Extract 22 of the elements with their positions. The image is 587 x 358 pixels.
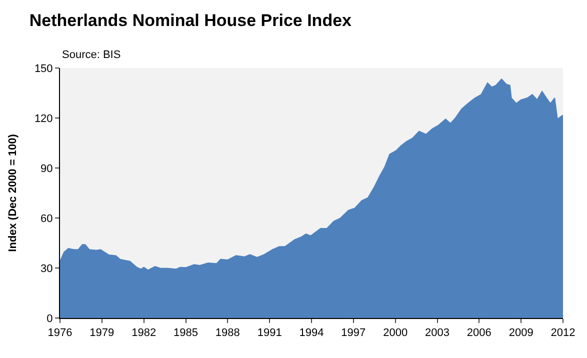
x-tick-label: 2012 [550, 327, 576, 340]
y-tick-label: 60 [40, 212, 53, 225]
x-tick-label: 1982 [132, 327, 156, 340]
x-tick-label: 1994 [299, 327, 324, 340]
x-tick-label: 1985 [174, 327, 198, 340]
y-tick-label: 150 [34, 62, 53, 75]
x-tick-label: 1991 [257, 327, 282, 340]
y-tick-label: 0 [46, 312, 53, 325]
x-tick-label: 1988 [215, 327, 240, 340]
y-tick-label: 120 [34, 112, 53, 125]
y-tick-label: 30 [40, 262, 53, 275]
x-tick-label: 2003 [425, 327, 450, 340]
x-tick-label: 1997 [341, 327, 366, 340]
y-tick-label: 90 [40, 162, 53, 175]
y-axis-title: Index (Dec 2000 = 100) [7, 134, 20, 252]
x-tick-label: 1979 [90, 327, 114, 340]
x-tick-label: 2009 [508, 327, 534, 340]
x-tick-label: 2006 [466, 327, 492, 340]
chart-title: Netherlands Nominal House Price Index [29, 11, 352, 30]
x-tick-label: 1976 [48, 327, 72, 340]
source-note: Source: BIS [62, 49, 121, 61]
x-tick-label: 2000 [383, 327, 408, 340]
